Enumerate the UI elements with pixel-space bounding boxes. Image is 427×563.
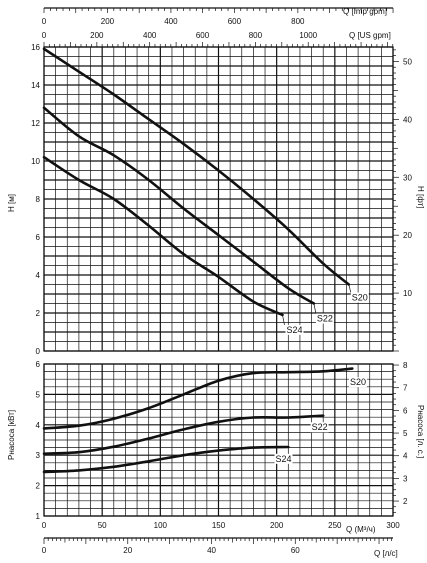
curve-labels: S20 S22 S24 S20 S22 S24 (274, 284, 369, 464)
power-label-bg (348, 377, 367, 388)
hp-axis-tick-label: 4 (403, 452, 408, 461)
head-y2-axis-title: H [фт] (416, 186, 425, 209)
us-axis-tick-label: 1000 (299, 31, 317, 40)
head-label-leader (313, 303, 317, 314)
power-plot-grid (43, 363, 394, 517)
head-label-leader (348, 284, 352, 293)
imp-axis-tick-label: 800 (291, 17, 305, 26)
head-label-bg (315, 313, 334, 324)
m3h-axis-tick-label: 250 (328, 521, 342, 530)
power-y2-axis-title: Рнасоса [л. с.] (416, 405, 425, 458)
ft-axis-tick-label: 10 (403, 289, 412, 298)
us-axis-tick-label: 200 (90, 31, 104, 40)
head-plot-grid (43, 46, 394, 352)
head-curve-label-s20: S20 (352, 293, 368, 303)
m3h-axis-tick-label: 0 (42, 521, 47, 530)
power-curve-s22 (42, 414, 325, 455)
bottom-axis-2-title: Q [л/с] (374, 549, 398, 558)
power-curve-s24 (42, 445, 290, 474)
us-axis-tick-label: 0 (42, 31, 47, 40)
head-y-tick-label: 6 (36, 233, 41, 242)
power-curve-label-s20: S20 (350, 377, 366, 387)
head-y-tick-label: 12 (31, 119, 40, 128)
power-y-axis-title: Рнасоса [кВт] (7, 410, 16, 460)
ft-axis-tick-label: 50 (403, 57, 412, 66)
top-axis-1-title: Q [Imp gpm] (343, 7, 387, 16)
imp-axis-tick-label: 0 (42, 17, 47, 26)
hp-axis-tick-label: 7 (403, 384, 408, 393)
head-label-leader (282, 314, 285, 325)
m3h-axis-tick-label: 150 (212, 521, 226, 530)
hp-axis-tick-label: 6 (403, 406, 408, 415)
head-y-tick-label: 14 (31, 81, 40, 90)
imp-axis-tick-label: 200 (101, 17, 115, 26)
power-curve-s20 (42, 367, 354, 430)
hp-axis-tick-label: 2 (403, 497, 408, 506)
imp-axis-tick-label: 400 (164, 17, 178, 26)
head-label-bg (350, 292, 369, 303)
head-curve-s24 (42, 155, 284, 317)
power-frame (43, 363, 394, 517)
ls-axis-tick-label: 20 (123, 546, 132, 555)
power-y-tick-label: 6 (36, 360, 41, 369)
power-label-bg (310, 422, 329, 433)
ft-axis-tick-label: 40 (403, 115, 412, 124)
power-label-bg (274, 453, 293, 464)
ft-axis-tick-label: 30 (403, 173, 412, 182)
ls-axis-tick-label: 60 (291, 546, 300, 555)
head-y-tick-label: 0 (36, 347, 41, 356)
head-y-tick-label: 16 (31, 43, 40, 52)
ls-axis-tick-label: 40 (207, 546, 216, 555)
head-curve-label-s24: S24 (286, 325, 302, 335)
us-axis-tick-label: 800 (249, 31, 263, 40)
head-curve-s20 (42, 47, 351, 286)
top-axis-2-title: Q [US gpm] (349, 31, 391, 40)
head-y-axis-title: H [м] (7, 194, 16, 212)
m3h-axis-tick-label: 200 (270, 521, 284, 530)
ft-axis-tick-label: 20 (403, 231, 412, 240)
ls-axis-tick-label: 0 (42, 546, 47, 555)
head-y-tick-label: 4 (36, 271, 41, 280)
head-y-tick-label: 2 (36, 309, 41, 318)
power-y-tick-label: 4 (36, 421, 41, 430)
bottom-axis-1-title: Q (M³/ч) (346, 525, 376, 534)
head-label-bg (285, 324, 304, 335)
m3h-axis-tick-label: 300 (386, 521, 400, 530)
us-axis-tick-label: 600 (196, 31, 210, 40)
pump-curves (42, 47, 354, 474)
us-axis-tick-label: 400 (143, 31, 157, 40)
power-y-tick-label: 2 (36, 482, 41, 491)
power-curve-label-s24: S24 (276, 454, 292, 464)
power-y-tick-label: 3 (36, 451, 41, 460)
m3h-axis-tick-label: 100 (154, 521, 168, 530)
head-curve-s22 (42, 106, 316, 305)
hp-axis-tick-label: 8 (403, 361, 408, 370)
m3h-axis-tick-label: 50 (98, 521, 107, 530)
head-y-tick-label: 8 (36, 195, 41, 204)
head-y-tick-label: 10 (31, 157, 40, 166)
power-y-tick-label: 1 (36, 512, 41, 521)
imp-axis-tick-label: 600 (228, 17, 242, 26)
power-curve-label-s22: S22 (312, 422, 328, 432)
power-y-tick-label: 5 (36, 390, 41, 399)
head-curve-label-s22: S22 (317, 314, 333, 324)
hp-axis-tick-label: 5 (403, 429, 408, 438)
hp-axis-tick-label: 3 (403, 474, 408, 483)
